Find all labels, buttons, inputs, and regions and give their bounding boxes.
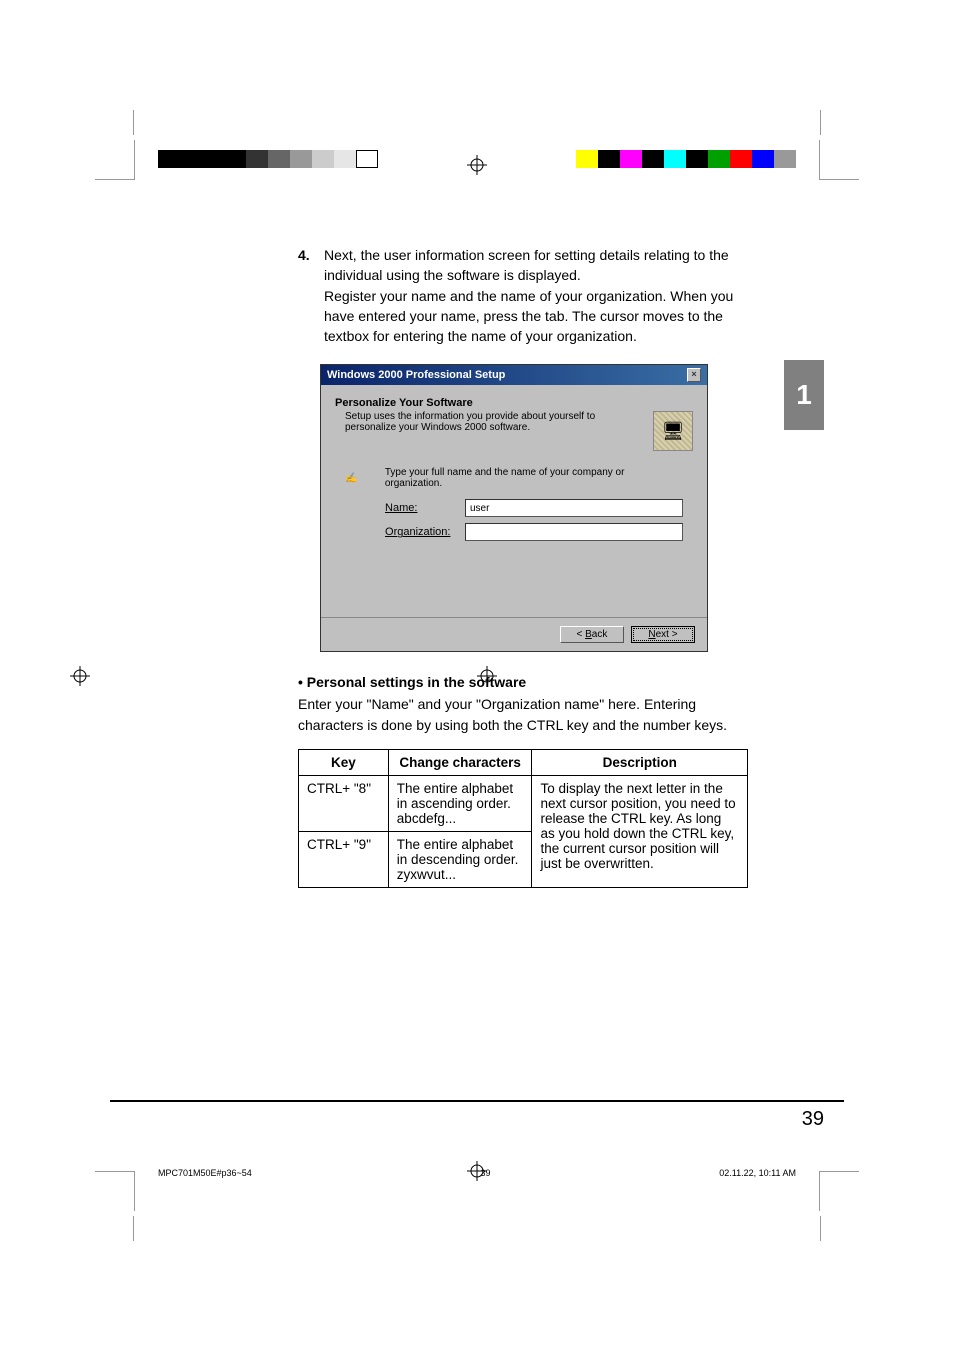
table-cell: CTRL+ "9" [299, 832, 389, 888]
name-field[interactable] [465, 499, 683, 517]
footer-rule [110, 1100, 844, 1102]
section-body: Enter your "Name" and your "Organization… [298, 694, 748, 735]
registration-mark-icon [467, 155, 487, 175]
organization-field[interactable] [465, 523, 683, 541]
name-label: Name: [385, 502, 465, 514]
setup-graphic-icon: 🖥 [653, 411, 693, 451]
step-number: 4. [298, 245, 316, 346]
table-cell: CTRL+ "8" [299, 776, 389, 832]
table-cell: The entire alphabet in descending order.… [388, 832, 532, 888]
key-table: Key Change characters Description CTRL+ … [298, 749, 748, 888]
chapter-tab: 1 [784, 360, 824, 430]
table-cell: The entire alphabet in ascending order. … [388, 776, 532, 832]
section-heading: Personal settings in the software [298, 674, 748, 690]
next-button[interactable]: Next > [631, 626, 695, 643]
registration-mark-icon [70, 666, 90, 686]
imposition-footer: MPC701M50E#p36~54 39 02.11.22, 10:11 AM [158, 1168, 796, 1178]
dialog-heading: Personalize Your Software [335, 397, 693, 409]
close-icon[interactable]: × [687, 368, 701, 382]
hand-pen-icon: ✍️ [345, 473, 377, 484]
back-button[interactable]: < Back [560, 626, 624, 643]
organization-label: Organization: [385, 526, 465, 538]
dialog-title: Windows 2000 Professional Setup [327, 369, 505, 381]
dialog-subtitle: Setup uses the information you provide a… [345, 411, 653, 433]
colorbar-left [158, 150, 378, 168]
th-key: Key [299, 750, 389, 776]
page-number: 39 [802, 1108, 824, 1131]
table-cell: To display the next letter in the next c… [532, 776, 748, 888]
th-desc: Description [532, 750, 748, 776]
step-text: Next, the user information screen for se… [324, 245, 748, 346]
windows-dialog: Windows 2000 Professional Setup × Person… [320, 364, 708, 652]
th-change: Change characters [388, 750, 532, 776]
colorbar-right [576, 150, 796, 168]
dialog-instruction: Type your full name and the name of your… [385, 467, 683, 489]
